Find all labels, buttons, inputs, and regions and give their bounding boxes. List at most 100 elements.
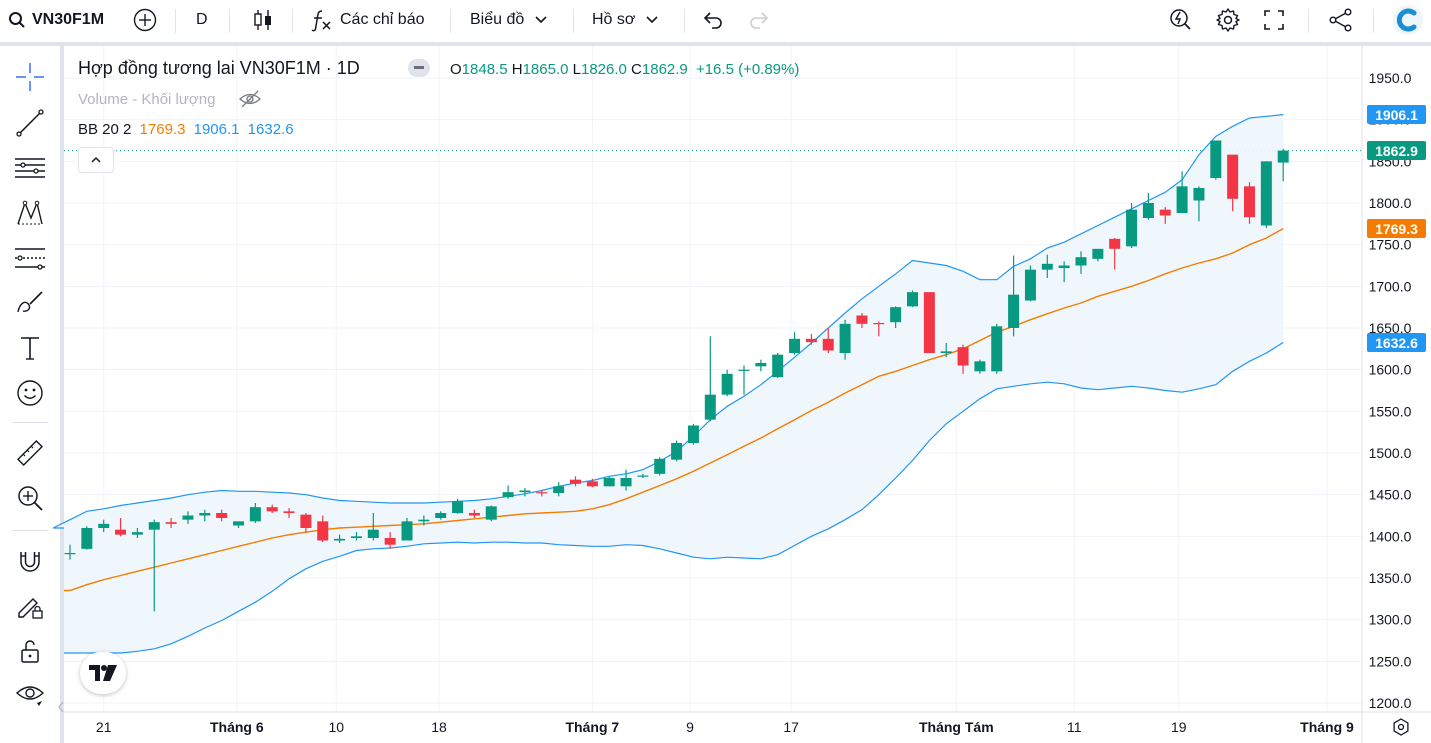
candle-body (654, 458, 666, 474)
fullscreen-button[interactable] (1263, 0, 1285, 40)
candle-body (1024, 269, 1036, 301)
tradingview-logo-icon (89, 665, 117, 681)
candle-body (300, 514, 312, 528)
top-toolbar: VN30F1M D Các chỉ báo Biểu đồ Hồ sơ (0, 0, 1431, 46)
chart-grid (64, 46, 1431, 743)
candle-body (822, 338, 834, 351)
bb-lower-value: 1632.6 (247, 121, 294, 138)
emoji-tool[interactable] (13, 376, 47, 410)
broker-logo[interactable] (1392, 0, 1424, 40)
legend-collapse-button[interactable] (78, 147, 114, 173)
candle-body (1176, 186, 1188, 213)
candle-body (350, 536, 362, 538)
candle-body (1193, 188, 1205, 201)
candle-body (418, 519, 430, 522)
drawing-toolbar (0, 46, 64, 743)
broker-logo-icon (1393, 5, 1423, 35)
bb-fill (53, 114, 1284, 654)
bb-basis-line (64, 227, 1284, 592)
price-axis: 1950.01900.01850.01800.01750.01700.01650… (1369, 70, 1412, 711)
x-tick-label: 17 (783, 719, 799, 735)
brush-icon (17, 291, 43, 313)
candle-body (755, 363, 767, 367)
close-label: C (631, 61, 642, 78)
candle-body (249, 507, 261, 522)
candle-body (620, 478, 632, 487)
tradingview-logo[interactable] (80, 652, 126, 694)
projection-icon (15, 248, 45, 270)
toolbar-divider (229, 9, 230, 33)
quick-search-button[interactable] (1168, 0, 1192, 40)
interval-label: D (196, 11, 208, 28)
minus-icon (414, 66, 424, 69)
forecast-tool[interactable] (13, 241, 47, 275)
legend-menu-button[interactable] (408, 59, 430, 77)
undo-button[interactable] (702, 0, 724, 40)
candle-body (772, 354, 784, 378)
y-tick-label: 1700.0 (1369, 278, 1412, 294)
legend-title: Hợp đồng tương lai VN30F1M · 1D (78, 58, 360, 78)
candle-body (216, 513, 228, 518)
fib-tool[interactable] (13, 151, 47, 185)
volume-visibility-button[interactable] (238, 89, 262, 109)
candle-body (907, 292, 918, 307)
interval-button[interactable]: D (196, 0, 208, 40)
trend-line-tool[interactable] (13, 106, 47, 140)
x-tick-label: 19 (1171, 719, 1187, 735)
y-tick-label: 1200.0 (1369, 695, 1412, 711)
crosshair-tool[interactable] (13, 60, 47, 94)
chart-type-button[interactable] (253, 0, 273, 40)
x-tick-label: 10 (328, 719, 344, 735)
measure-tool[interactable] (13, 436, 47, 470)
redo-button[interactable] (748, 0, 770, 40)
candle-body (401, 521, 413, 541)
y-tick-label: 1600.0 (1369, 362, 1412, 378)
candle-body (1008, 294, 1020, 328)
share-icon (1329, 8, 1352, 32)
candle-body (1244, 186, 1255, 218)
pattern-tool[interactable] (13, 196, 47, 230)
candle-body (468, 513, 480, 516)
settings-small-icon (1393, 718, 1409, 736)
candles-icon (254, 10, 271, 30)
axis-settings-button[interactable] (1390, 716, 1412, 738)
candle-body (1227, 154, 1239, 199)
compare-symbol-button[interactable] (132, 0, 158, 40)
candle-body (586, 481, 598, 487)
magnet-tool[interactable] (13, 544, 47, 578)
candle-body (536, 492, 548, 494)
indicators-button[interactable]: Các chỉ báo (310, 0, 425, 40)
plus-circle-icon (133, 8, 157, 32)
candle-body (115, 529, 127, 535)
undo-icon (703, 12, 722, 29)
close-value: 1862.9 (641, 61, 688, 78)
hide-drawings-tool[interactable] (13, 677, 47, 711)
candle-body (148, 522, 160, 530)
share-button[interactable] (1328, 0, 1354, 40)
symbol-search[interactable]: VN30F1M (8, 0, 104, 40)
fullscreen-icon (1264, 10, 1284, 30)
x-tick-label: Tháng 9 (1300, 719, 1354, 735)
profile-menu-button[interactable]: Hồ sơ (592, 0, 659, 40)
bb-upper-value: 1906.1 (193, 121, 240, 138)
volume-label: Volume - Khối lượng (78, 91, 216, 108)
candle-body (435, 513, 447, 518)
candle-body (1210, 140, 1222, 178)
redo-icon (750, 12, 769, 29)
brush-tool[interactable] (13, 286, 47, 320)
candle-body (991, 326, 1003, 372)
lock-drawings-tool[interactable] (13, 634, 47, 668)
low-value: 1826.0 (580, 61, 627, 78)
stay-in-drawing-mode-tool[interactable] (13, 589, 47, 623)
smiley-icon (17, 380, 43, 406)
settings-button[interactable] (1215, 0, 1241, 40)
chart-menu-button[interactable]: Biểu đồ (470, 0, 548, 40)
toolbar-collapse-handle[interactable] (56, 692, 66, 722)
zoom-in-tool[interactable] (13, 481, 47, 515)
x-tick-label: Tháng 7 (566, 719, 620, 735)
x-tick-label: 11 (1067, 719, 1082, 735)
last-price-tag: 1862.9 (1367, 141, 1426, 161)
unlock-icon (21, 640, 39, 663)
text-tool[interactable] (13, 331, 47, 365)
